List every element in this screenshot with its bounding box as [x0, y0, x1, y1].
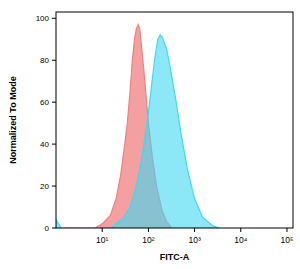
x-tick-label: 10² [142, 235, 154, 245]
y-tick [52, 186, 56, 187]
x-tick [194, 228, 195, 232]
x-tick [240, 228, 241, 232]
y-tick [52, 18, 56, 19]
y-tick [52, 144, 56, 145]
y-tick-label: 100 [36, 14, 50, 23]
y-axis-label: Normalized To Mode [8, 76, 18, 163]
x-tick-label: 10¹ [96, 235, 108, 245]
x-tick-label: 10³ [188, 235, 200, 245]
x-tick-label: 10⁴ [234, 235, 247, 245]
y-tick [52, 228, 56, 229]
y-tick-label: 80 [40, 56, 49, 65]
chart: 0 20 40 60 80 100 10¹ 10² 10³ 10⁴ 10⁵ FITC-A Normali… [0, 0, 300, 269]
y-tick [52, 102, 56, 103]
x-tick-label: 10⁵ [280, 235, 293, 245]
histogram [56, 35, 220, 228]
x-tick [102, 228, 103, 232]
x-tick [286, 228, 287, 232]
frame [56, 12, 293, 228]
plot-area [56, 25, 220, 228]
y-tick-label: 0 [45, 224, 50, 233]
y-tick-label: 40 [40, 140, 49, 149]
y-tick-label: 20 [40, 182, 49, 191]
x-axis-label: FITC-A [160, 252, 190, 262]
y-tick-label: 60 [40, 98, 49, 107]
y-tick [52, 60, 56, 61]
x-tick [148, 228, 149, 232]
